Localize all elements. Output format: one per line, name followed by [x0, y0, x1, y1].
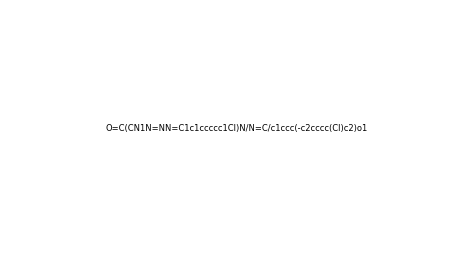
Text: O=C(CN1N=NN=C1c1ccccc1Cl)N/N=C/c1ccc(-c2cccc(Cl)c2)o1: O=C(CN1N=NN=C1c1ccccc1Cl)N/N=C/c1ccc(-c2…	[106, 125, 368, 133]
